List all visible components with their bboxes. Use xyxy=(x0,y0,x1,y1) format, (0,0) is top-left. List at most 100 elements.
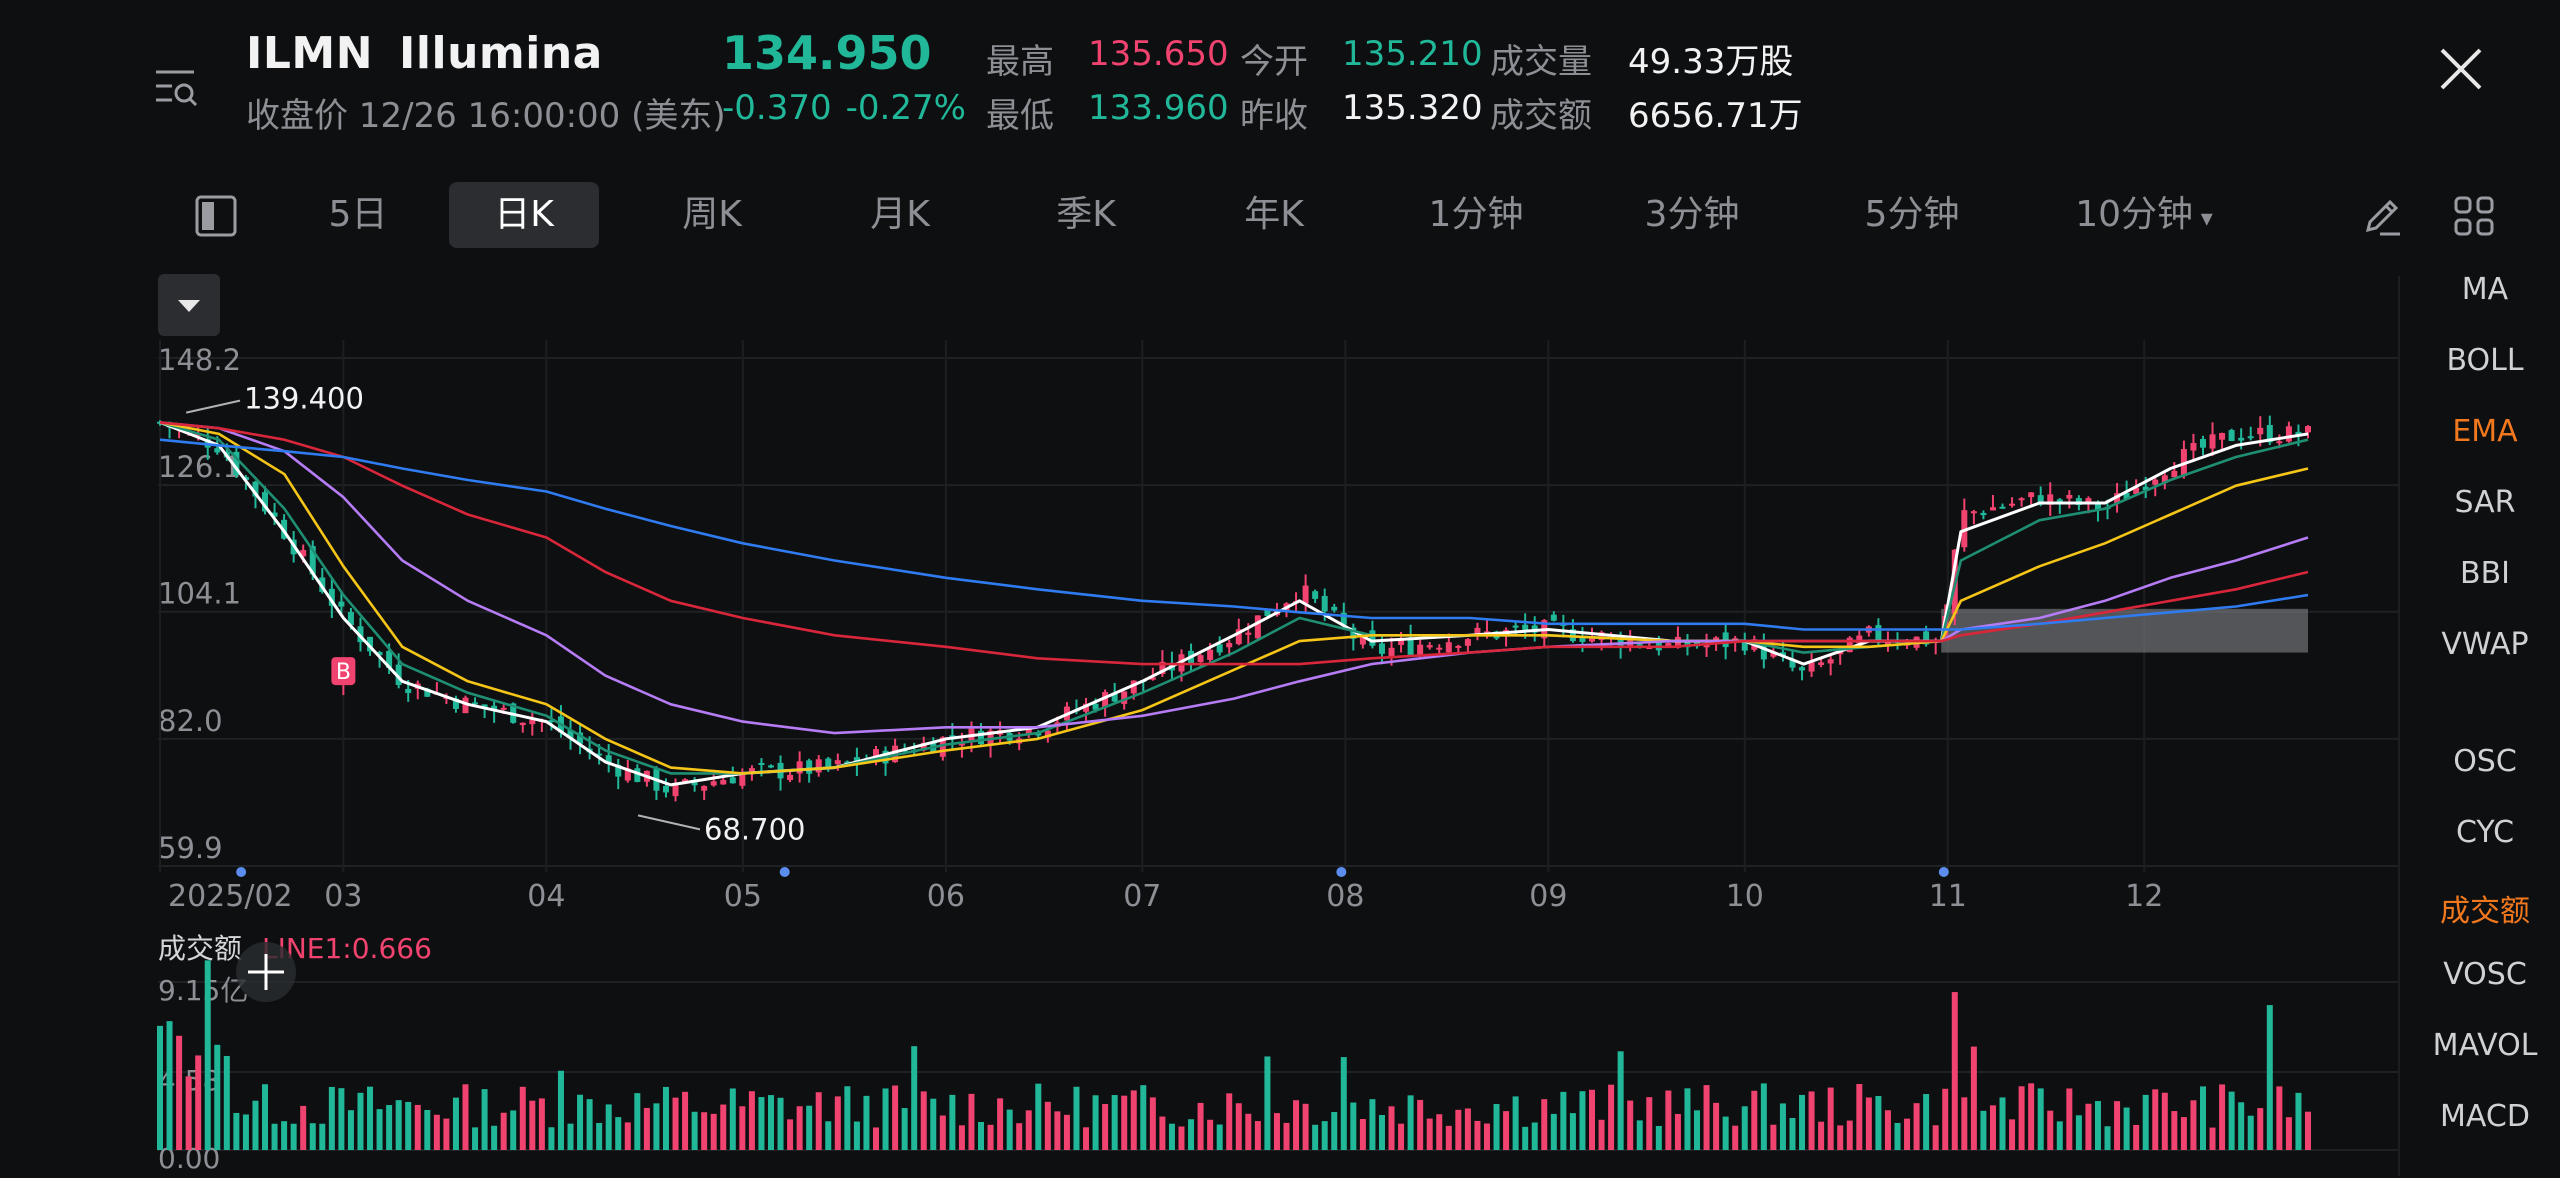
volume-bar xyxy=(452,1097,459,1150)
candle-body xyxy=(452,698,459,709)
x-tick-label: 03 xyxy=(324,879,362,914)
candle-body xyxy=(1149,677,1156,680)
volume-bar xyxy=(1703,1085,1710,1150)
grid-menu-icon[interactable] xyxy=(2452,194,2496,238)
volume-bar xyxy=(538,1098,545,1150)
indicator-main-sar[interactable]: SAR xyxy=(2454,485,2516,520)
candle-body xyxy=(748,768,755,773)
volume-bar xyxy=(319,1123,326,1150)
price-change: -0.370 -0.27% xyxy=(722,88,980,128)
candle-body xyxy=(1741,640,1748,651)
volume-bar xyxy=(1226,1093,1233,1150)
tab-8[interactable]: 3分钟 xyxy=(1644,194,1740,235)
volume-bar xyxy=(758,1097,765,1150)
tab-1[interactable]: 5日 xyxy=(328,194,388,235)
volume-bar xyxy=(1197,1102,1204,1150)
indicator-sub-1[interactable]: OSC xyxy=(2453,744,2517,779)
tab-7[interactable]: 1分钟 xyxy=(1428,194,1524,235)
volume-bar xyxy=(1598,1119,1605,1150)
indicator-sub-2[interactable]: CYC xyxy=(2455,815,2515,850)
volume-bar xyxy=(338,1088,345,1150)
x-tick-label: 09 xyxy=(1529,879,1567,914)
volume-bar xyxy=(1350,1102,1357,1150)
candle-body xyxy=(1226,642,1233,648)
indicator-sub-4[interactable]: VOSC xyxy=(2443,957,2527,992)
candle-body xyxy=(1025,727,1032,734)
volume-bar xyxy=(739,1106,746,1150)
volume-bar xyxy=(1636,1120,1643,1150)
volume-bar xyxy=(481,1089,488,1150)
indicator-sub-6[interactable]: MACD xyxy=(2440,1099,2530,1134)
tab-9[interactable]: 5分钟 xyxy=(1864,194,1960,235)
x-tick-label: 04 xyxy=(527,879,565,914)
collapse-button[interactable] xyxy=(158,274,220,336)
volume-bar xyxy=(1417,1099,1424,1150)
indicator-sub-5[interactable]: MAVOL xyxy=(2432,1028,2538,1063)
candle-body xyxy=(1207,649,1214,660)
candle-body xyxy=(729,777,736,784)
volume-bar xyxy=(2104,1126,2111,1150)
volume-bar xyxy=(1016,1123,1023,1150)
volume-bar xyxy=(357,1092,364,1150)
candle-body xyxy=(1369,630,1376,646)
candle-body xyxy=(2066,494,2073,499)
volume-bar xyxy=(577,1094,584,1150)
volume-bar xyxy=(1111,1095,1118,1150)
candle-body xyxy=(844,761,851,764)
last-price: 134.950 xyxy=(722,26,932,80)
indicator-main-vwap[interactable]: VWAP xyxy=(2441,627,2529,662)
volume-bar xyxy=(2028,1083,2035,1150)
indicator-main-boll[interactable]: BOLL xyxy=(2446,343,2524,378)
candle-body xyxy=(1684,641,1691,648)
candle-body xyxy=(1512,625,1519,628)
volume-bar xyxy=(1751,1090,1758,1150)
candle-body xyxy=(1321,595,1328,612)
tab-10[interactable]: 10分钟 ▾ xyxy=(2075,194,2213,235)
volume-bar xyxy=(1722,1116,1729,1150)
close-icon[interactable] xyxy=(2436,44,2486,94)
volume-bar xyxy=(1999,1097,2006,1150)
volume-bar xyxy=(987,1124,994,1150)
candle-body xyxy=(233,451,240,476)
volume-bar xyxy=(1283,1122,1290,1150)
volume-bar xyxy=(491,1125,498,1150)
volume-bar xyxy=(1455,1109,1462,1150)
volume-bar xyxy=(1837,1125,1844,1150)
volume-bar xyxy=(2171,1111,2178,1150)
volume-bar xyxy=(1579,1091,1586,1150)
volume-bar xyxy=(2094,1101,2101,1150)
tab-2[interactable]: 日K xyxy=(449,182,599,248)
indicator-main-ma[interactable]: MA xyxy=(2461,272,2509,307)
volume-bar xyxy=(978,1121,985,1150)
candle-body xyxy=(1522,624,1529,630)
volume-bar xyxy=(901,1108,908,1150)
candle-body xyxy=(328,588,335,606)
tab-5[interactable]: 季K xyxy=(1056,194,1116,235)
ema-line-1 xyxy=(159,421,2309,787)
draw-pencil-icon[interactable] xyxy=(2360,194,2404,238)
volume-bar xyxy=(214,1044,221,1150)
candle-body xyxy=(1302,585,1309,604)
candle-body xyxy=(615,764,622,777)
indicator-main-ema[interactable]: EMA xyxy=(2452,414,2518,449)
tab-6[interactable]: 年K xyxy=(1244,194,1304,235)
volume-bar xyxy=(347,1110,354,1150)
volume-bar xyxy=(1302,1103,1309,1150)
indicator-main-bbi[interactable]: BBI xyxy=(2459,556,2510,591)
candle-body xyxy=(405,688,412,693)
menu-search-icon[interactable] xyxy=(150,62,200,112)
volume-bar xyxy=(1884,1110,1891,1150)
candle-body xyxy=(2247,436,2254,439)
volume-bar xyxy=(414,1104,421,1150)
candle-body xyxy=(1827,659,1834,664)
tab-4[interactable]: 月K xyxy=(870,194,930,235)
candle-body xyxy=(577,732,584,744)
layout-toggle-icon[interactable] xyxy=(194,194,238,238)
indicator-sub-3[interactable]: 成交额 xyxy=(2440,894,2530,929)
candle-body xyxy=(519,722,526,726)
tab-3[interactable]: 周K xyxy=(682,194,742,235)
min-price-label: 68.700 xyxy=(704,812,805,846)
candle-body xyxy=(1111,692,1118,702)
candle-body xyxy=(472,702,479,705)
